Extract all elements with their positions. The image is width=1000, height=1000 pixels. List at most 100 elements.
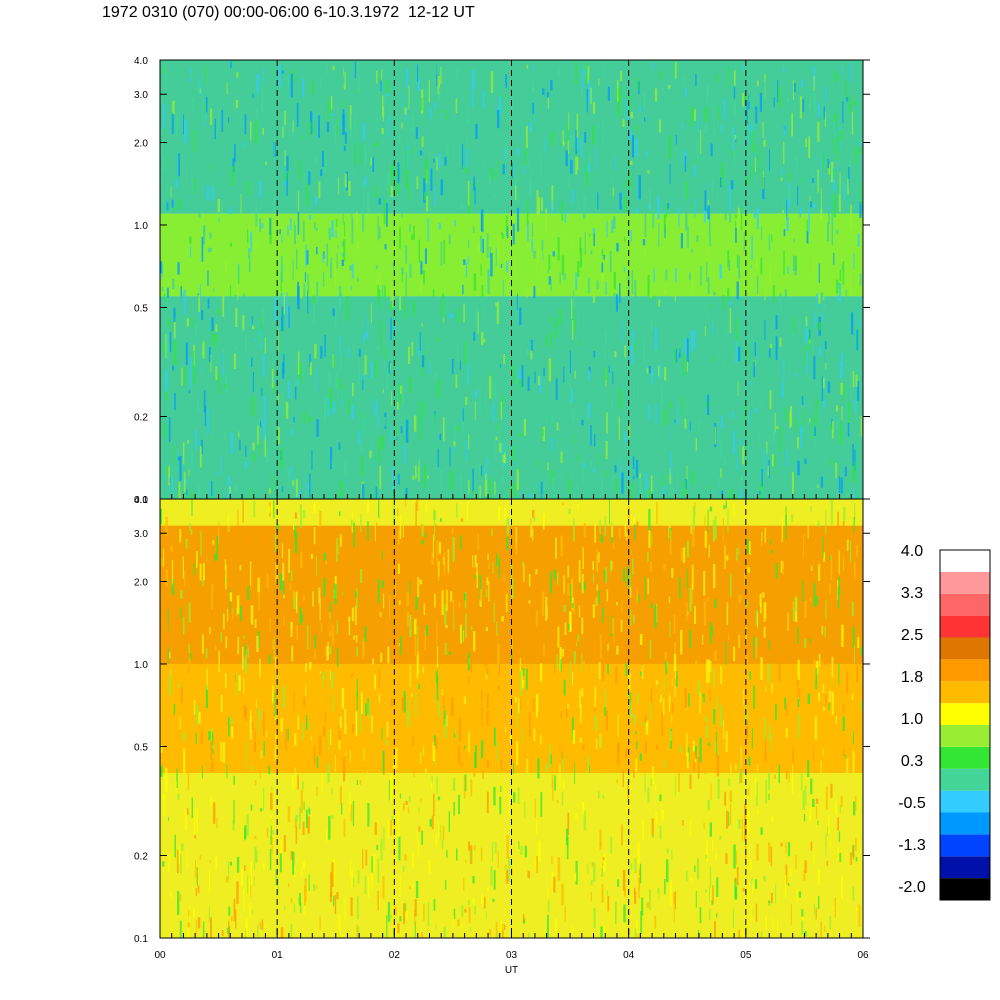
heatmap-cell: [500, 507, 503, 525]
heatmap-cell: [729, 803, 732, 826]
heatmap-cell: [304, 328, 306, 345]
heatmap-cell: [420, 526, 422, 547]
heatmap-cell: [775, 336, 778, 360]
heatmap-cell: [651, 369, 653, 384]
colorbar-segment: [940, 878, 990, 900]
heatmap-cell: [726, 602, 729, 625]
heatmap-cell: [334, 262, 337, 286]
heatmap-cell: [378, 629, 380, 645]
heatmap-cell: [483, 303, 485, 314]
heatmap-cell: [723, 98, 726, 120]
heatmap-cell: [224, 559, 226, 570]
heatmap-cell: [520, 846, 523, 855]
heatmap-cell: [648, 873, 651, 891]
heatmap-cell: [191, 316, 193, 328]
heatmap-cell: [848, 167, 850, 189]
heatmap-cell: [574, 370, 576, 379]
heatmap-cell: [596, 548, 598, 568]
heatmap-cell: [637, 692, 639, 704]
heatmap-cell: [730, 301, 732, 306]
heatmap-cell: [467, 900, 470, 906]
heatmap-cell: [484, 644, 488, 667]
heatmap-cell: [611, 515, 614, 538]
heatmap-cell: [374, 674, 376, 690]
heatmap-cell: [402, 99, 405, 105]
heatmap-cell: [735, 318, 738, 342]
heatmap-cell: [233, 799, 235, 824]
heatmap-cell: [832, 473, 835, 493]
heatmap-cell: [309, 362, 312, 376]
heatmap-cell: [324, 157, 327, 169]
heatmap-cell: [495, 921, 498, 938]
heatmap-cell: [485, 358, 488, 366]
heatmap-cell: [643, 339, 646, 363]
heatmap-cell: [243, 635, 245, 640]
heatmap-cell: [654, 605, 657, 629]
heatmap-cell: [388, 780, 390, 801]
heatmap-cell: [812, 798, 815, 807]
heatmap-cell: [842, 101, 844, 124]
heatmap-cell: [427, 475, 429, 479]
heatmap-cell: [621, 472, 624, 494]
heatmap-cell: [498, 505, 500, 521]
heatmap-cell: [165, 370, 168, 392]
heatmap-cell: [626, 805, 629, 813]
heatmap-cell: [825, 786, 828, 810]
heatmap-cell: [378, 500, 380, 518]
heatmap-cell: [614, 156, 616, 170]
heatmap-cell: [340, 777, 342, 788]
heatmap-cell: [247, 906, 249, 921]
heatmap-cell: [281, 70, 284, 74]
heatmap-cell: [226, 82, 228, 95]
heatmap-cell: [746, 919, 749, 927]
heatmap-cell: [547, 645, 549, 661]
heatmap-cell: [236, 856, 240, 873]
heatmap-cell: [809, 598, 812, 602]
heatmap-cell: [503, 867, 506, 873]
heatmap-cell: [382, 358, 384, 363]
heatmap-cell: [245, 649, 247, 674]
heatmap-cell: [700, 129, 702, 154]
heatmap-cell: [809, 807, 812, 821]
heatmap-cell: [417, 577, 420, 598]
heatmap-cell: [682, 547, 686, 563]
heatmap-cell: [733, 844, 736, 869]
heatmap-cell: [252, 442, 255, 451]
heatmap-cell: [625, 180, 627, 188]
heatmap-cell: [626, 431, 628, 451]
heatmap-cell: [783, 754, 786, 770]
heatmap-cell: [494, 194, 496, 198]
heatmap-cell: [634, 744, 636, 760]
heatmap-cell: [345, 132, 347, 144]
heatmap-cell: [316, 756, 319, 768]
heatmap-cell: [282, 853, 285, 876]
heatmap-cell: [578, 375, 581, 392]
heatmap-cell: [229, 207, 232, 215]
heatmap-cell: [742, 93, 745, 107]
heatmap-cell: [309, 662, 312, 670]
heatmap-cell: [415, 127, 418, 139]
heatmap-cell: [724, 142, 726, 147]
heatmap-cell: [421, 323, 423, 327]
heatmap-cell: [629, 185, 632, 195]
heatmap-cell: [572, 672, 574, 685]
heatmap-cell: [652, 732, 655, 758]
heatmap-cell: [391, 816, 394, 821]
heatmap-cell: [434, 370, 437, 378]
heatmap-cell: [381, 728, 383, 741]
y-tick-label: 0.2: [134, 852, 148, 863]
heatmap-cell: [836, 229, 839, 235]
heatmap-cell: [516, 207, 520, 232]
heatmap-cell: [415, 692, 417, 717]
heatmap-cell: [559, 272, 561, 284]
heatmap-cell: [498, 557, 501, 579]
heatmap-cell: [288, 883, 290, 887]
heatmap-cell: [374, 358, 377, 378]
heatmap-cell: [399, 227, 401, 249]
heatmap-cell: [250, 875, 252, 897]
heatmap-cell: [370, 303, 372, 324]
heatmap-cell: [266, 573, 269, 588]
heatmap-cell: [392, 289, 395, 308]
heatmap-cell: [531, 689, 534, 709]
heatmap-cell: [455, 98, 458, 114]
